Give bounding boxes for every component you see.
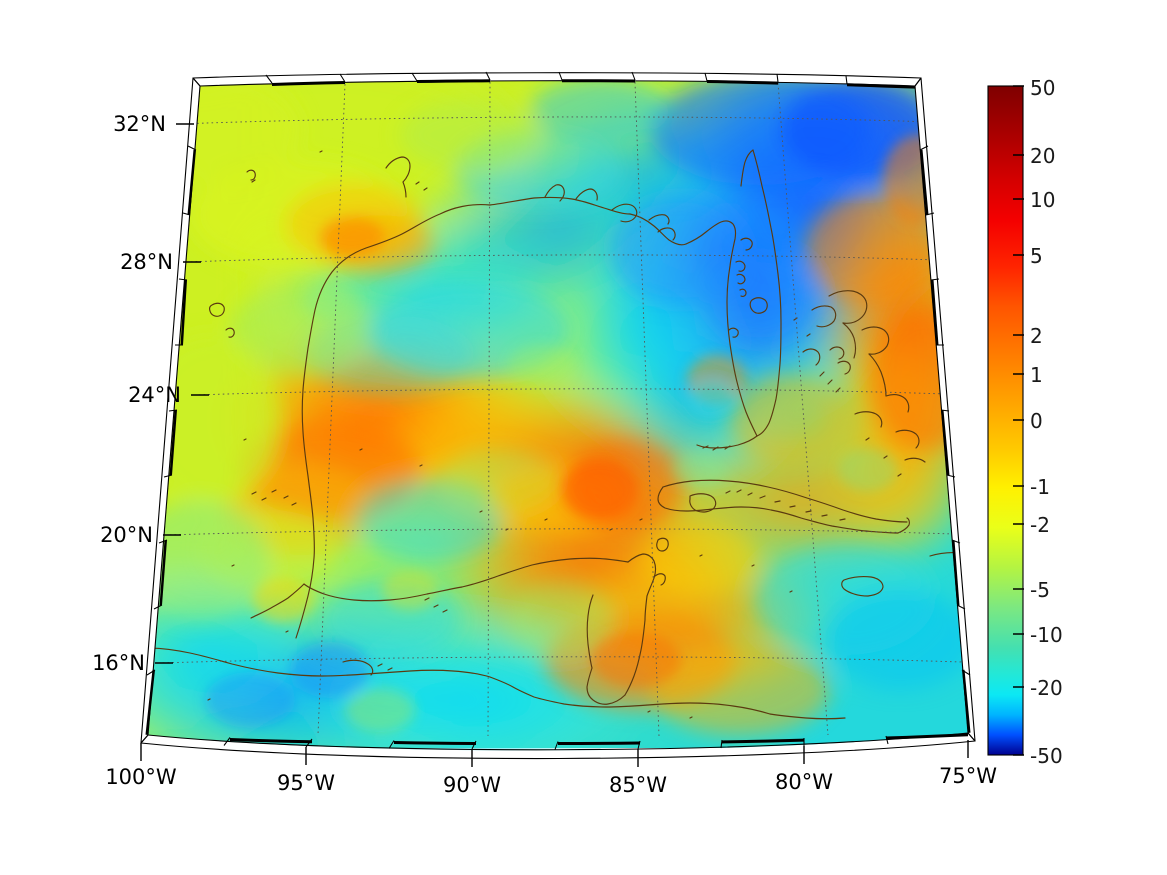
colorbar-ticks: [1013, 85, 1024, 756]
colorbar-tick-label: 1: [1030, 363, 1043, 387]
map-axis-frame: [140, 71, 976, 767]
colorbar-tick-label: -50: [1030, 744, 1063, 768]
longitude-tick-labels: 100°W 95°W 90°W 85°W 80°W 75°W: [105, 764, 997, 797]
colorbar-tick-label: 50: [1030, 76, 1055, 100]
colorbar-tick-label: 5: [1030, 244, 1043, 268]
colorbar-tick-labels: 50 20 10 5 2 1 0 -1 -2 -5 -10 -20 -50: [1030, 76, 1063, 768]
colorbar-tick-label: -20: [1030, 676, 1063, 700]
lon-tick-label: 90°W: [443, 773, 501, 797]
lat-tick-label: 20°N: [100, 523, 153, 547]
lon-tick-label: 75°W: [939, 764, 997, 788]
colorbar-tick-label: 10: [1030, 188, 1055, 212]
map-data-field: [148, 80, 968, 751]
colorbar-tick-label: -10: [1030, 623, 1063, 647]
coastlines: [148, 149, 968, 720]
lon-tick-label: 95°W: [277, 771, 335, 795]
colorbar-tick-label: -2: [1030, 513, 1050, 537]
lat-tick-label: 28°N: [120, 250, 173, 274]
latitude-tick-labels: 32°N 28°N 24°N 20°N 16°N: [92, 112, 181, 675]
lon-tick-label: 80°W: [775, 770, 833, 794]
colorbar-tick-label: 20: [1030, 144, 1055, 168]
lat-tick-label: 32°N: [113, 112, 166, 136]
colorbar[interactable]: 50 20 10 5 2 1 0 -1 -2 -5 -10 -20 -50: [987, 76, 1063, 768]
colorbar-tick-label: -1: [1030, 475, 1050, 499]
lon-tick-label: 100°W: [105, 765, 177, 789]
lat-tick-label: 16°N: [92, 651, 145, 675]
lon-tick-label: 85°W: [609, 773, 667, 797]
colorbar-tick-label: 2: [1030, 324, 1043, 348]
colorbar-tick-label: 0: [1030, 409, 1043, 433]
colorbar-tick-label: -5: [1030, 578, 1050, 602]
lat-tick-label: 24°N: [128, 383, 181, 407]
colorbar-gradient: [987, 85, 1024, 756]
